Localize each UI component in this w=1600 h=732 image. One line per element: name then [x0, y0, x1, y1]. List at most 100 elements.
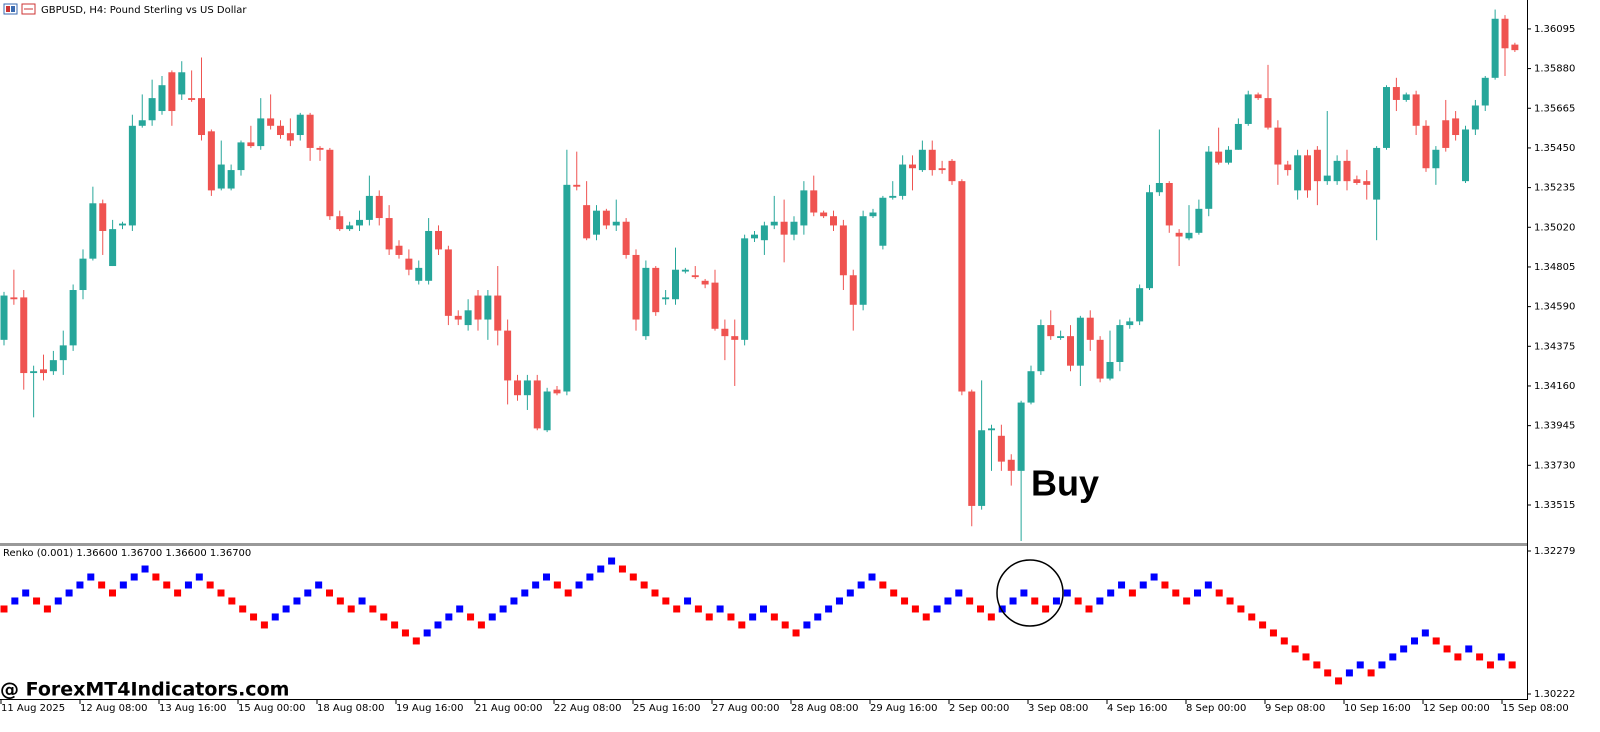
renko-brick	[944, 597, 952, 605]
candle-body	[168, 72, 176, 112]
candle-body	[425, 230, 433, 281]
y-tick-label: 1.30222	[1534, 689, 1575, 700]
renko-brick	[54, 597, 62, 605]
candle-body	[1304, 155, 1311, 191]
candle-body	[336, 216, 344, 230]
x-tick-label: 19 Aug 16:00	[396, 703, 463, 714]
renko-brick	[33, 597, 41, 605]
renko-brick	[998, 605, 1006, 613]
renko-brick	[488, 613, 496, 621]
renko-brick	[380, 613, 388, 621]
renko-brick	[260, 621, 268, 629]
x-tick-label: 12 Sep 00:00	[1423, 703, 1490, 714]
candle-body	[543, 391, 551, 431]
candle-body	[602, 210, 610, 226]
candle-body	[207, 131, 215, 191]
y-tick-label: 1.33730	[1534, 460, 1575, 471]
candle-body	[652, 267, 660, 313]
candle-body	[1225, 149, 1232, 163]
y-tick-label: 1.35880	[1534, 64, 1575, 75]
renko-brick	[163, 581, 171, 589]
candle-body	[385, 218, 393, 250]
renko-brick	[597, 565, 605, 573]
candle-body	[1234, 123, 1242, 150]
renko-brick	[1454, 653, 1462, 661]
renko-brick	[1128, 589, 1136, 597]
renko-brick	[184, 581, 192, 589]
renko-brick	[705, 613, 713, 621]
candle-body	[1422, 125, 1430, 169]
candle-body	[859, 216, 867, 305]
renko-brick	[239, 605, 247, 613]
renko-brick	[575, 581, 583, 589]
candle-body	[296, 114, 304, 136]
candle-body	[1333, 160, 1341, 182]
candle-body	[1155, 182, 1163, 193]
renko-brick	[1476, 653, 1484, 661]
renko-brick	[1183, 597, 1191, 605]
y-tick-label: 1.33515	[1534, 500, 1575, 511]
candle-body	[810, 190, 818, 213]
renko-brick	[293, 597, 301, 605]
renko-brick	[206, 581, 214, 589]
candle-body	[731, 336, 739, 340]
candle-body	[326, 149, 334, 217]
renko-brick	[1508, 661, 1516, 669]
candle-body	[474, 295, 482, 320]
renko-brick	[521, 589, 529, 597]
renko-brick	[673, 605, 681, 613]
candle-body	[800, 190, 808, 226]
renko-brick	[1367, 669, 1375, 677]
candle-body	[1215, 151, 1223, 163]
candle-body	[1096, 339, 1104, 379]
candle-body	[948, 160, 956, 182]
watermark: @ ForexMT4Indicators.com	[0, 679, 289, 701]
renko-brick	[1020, 589, 1028, 597]
renko-brick	[738, 621, 746, 629]
renko-brick	[629, 573, 637, 581]
candle-body	[435, 230, 442, 250]
candle-body	[89, 203, 97, 259]
candle-body	[395, 245, 403, 255]
candle-body	[1353, 179, 1361, 183]
renko-brick	[391, 621, 399, 629]
renko-brick	[1389, 653, 1397, 661]
renko-brick	[1107, 589, 1115, 597]
candle-body	[780, 221, 788, 235]
candle-body	[1126, 321, 1134, 326]
renko-brick	[781, 621, 789, 629]
candle-body	[1007, 459, 1015, 471]
renko-brick	[141, 565, 149, 573]
candle-body	[1481, 77, 1489, 106]
candle-body	[1323, 175, 1331, 182]
y-tick-label: 1.35020	[1534, 222, 1575, 233]
candle-body	[30, 371, 38, 374]
renko-brick	[749, 613, 757, 621]
renko-brick	[1248, 613, 1256, 621]
x-tick-label: 9 Sep 08:00	[1265, 703, 1325, 714]
candle-body	[1146, 192, 1153, 289]
renko-brick	[1042, 605, 1050, 613]
candle-body	[909, 164, 916, 169]
renko-brick	[1335, 677, 1343, 685]
renko-brick	[532, 581, 540, 589]
candle-body	[356, 219, 363, 226]
renko-brick	[966, 597, 974, 605]
x-tick-label: 15 Aug 00:00	[238, 703, 305, 714]
renko-brick	[586, 573, 594, 581]
renko-brick	[22, 589, 30, 597]
renko-brick	[1302, 653, 1310, 661]
candle-body	[593, 210, 600, 235]
y-tick-label: 1.34805	[1534, 262, 1575, 273]
candle-body	[839, 225, 847, 276]
candle-body	[1136, 288, 1144, 322]
renko-brick	[195, 573, 203, 581]
candle-body	[286, 133, 294, 141]
renko-brick	[98, 581, 106, 589]
renko-brick	[1215, 589, 1223, 597]
candle-body	[316, 147, 324, 150]
renko-brick	[510, 597, 518, 605]
candle-body	[879, 197, 887, 246]
renko-brick	[977, 605, 984, 613]
